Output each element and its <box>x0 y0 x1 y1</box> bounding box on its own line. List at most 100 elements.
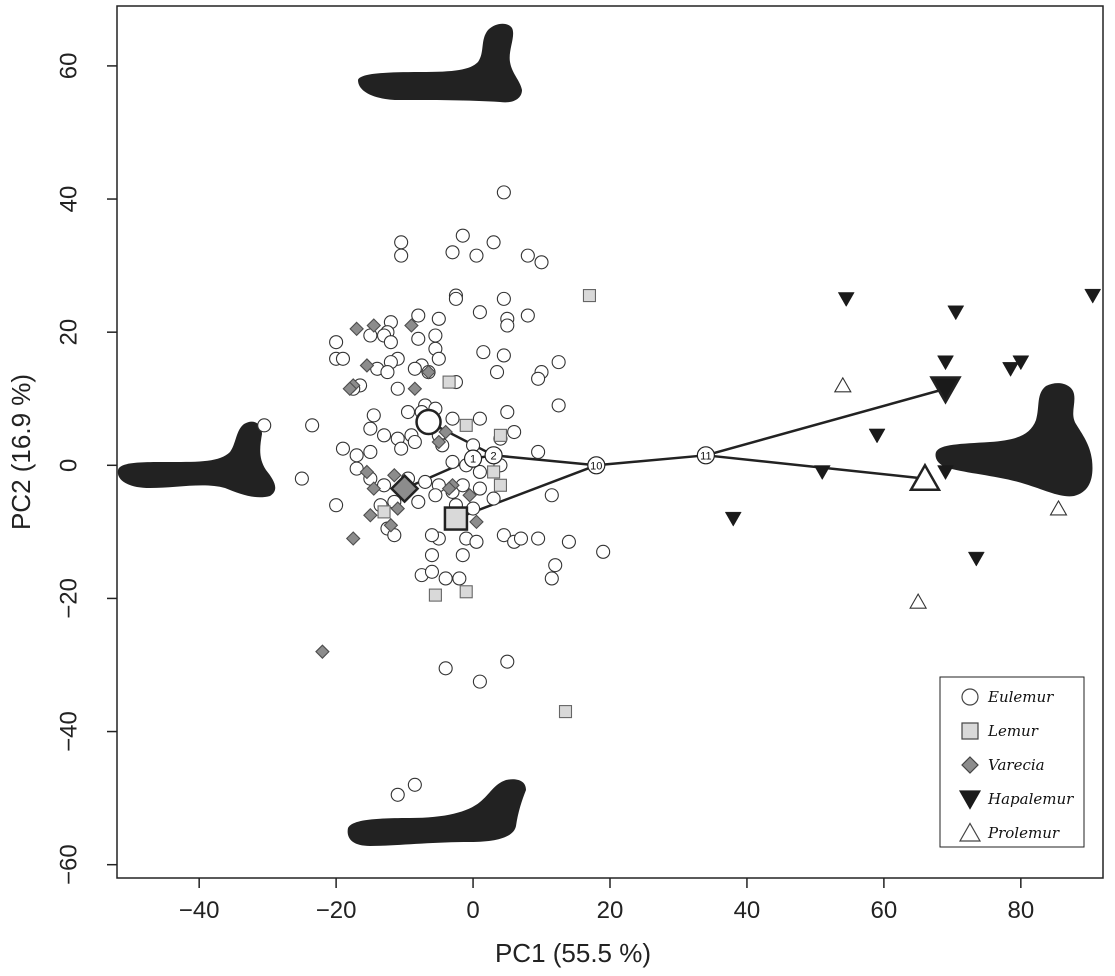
data-point-eulemur <box>424 564 440 579</box>
x-tick-label: −20 <box>316 897 357 924</box>
data-point-prolemur <box>1049 499 1068 516</box>
data-point-eulemur <box>438 661 453 676</box>
legend: Eulemur Lemur Varecia Hapalemur Prolemur <box>939 676 1085 848</box>
data-point-eulemur <box>428 488 443 503</box>
data-point-prolemur <box>909 593 928 609</box>
group-mean-varecia <box>389 473 420 504</box>
data-point-varecia <box>390 501 406 516</box>
data-point-eulemur <box>496 348 511 363</box>
data-point-varecia <box>441 481 457 496</box>
data-point-varecia <box>366 318 382 333</box>
data-point-eulemur <box>466 501 481 516</box>
y-axis-title: PC2 (16.9 %) <box>6 374 36 530</box>
data-point-eulemur <box>257 418 272 433</box>
data-point-eulemur <box>489 365 505 380</box>
data-point-varecia <box>462 487 477 503</box>
data-point-hapalemur <box>1084 288 1102 304</box>
x-tick-label: 40 <box>734 897 761 924</box>
data-point-eulemur <box>366 408 381 423</box>
shape-bottom <box>347 779 526 846</box>
data-point-eulemur <box>431 351 446 366</box>
data-point-eulemur <box>507 424 522 440</box>
data-point-eulemur <box>448 291 463 306</box>
data-point-eulemur <box>445 245 460 260</box>
data-point-eulemur <box>455 228 470 243</box>
data-point-eulemur <box>407 361 422 376</box>
data-point-eulemur <box>472 305 487 320</box>
data-point-eulemur <box>431 311 446 326</box>
data-point-hapalemur <box>967 551 985 567</box>
data-point-eulemur <box>520 248 535 263</box>
tree-node-label: 2 <box>491 450 497 462</box>
data-point-lemur <box>582 289 597 303</box>
data-point-eulemur <box>363 444 378 460</box>
series-hapalemur <box>724 288 1102 567</box>
data-point-varecia <box>387 468 402 483</box>
data-point-eulemur <box>411 308 426 323</box>
data-point-eulemur <box>383 335 398 350</box>
series-prolemur <box>833 376 1068 609</box>
data-point-eulemur <box>561 534 576 549</box>
y-tick-label: 20 <box>56 319 83 346</box>
data-point-varecia <box>342 381 358 397</box>
data-point-hapalemur <box>868 428 886 444</box>
x-tick-label: −40 <box>179 897 220 924</box>
data-point-eulemur <box>500 318 515 333</box>
data-point-eulemur <box>424 528 440 543</box>
group-means <box>389 376 962 531</box>
data-point-lemur <box>459 418 473 432</box>
series-varecia <box>315 318 484 659</box>
data-point-varecia <box>345 531 361 546</box>
data-point-eulemur <box>294 471 309 486</box>
x-tick-label: 20 <box>597 897 624 924</box>
data-point-varecia <box>438 424 453 440</box>
legend-marker-hapalemur <box>958 790 982 810</box>
data-point-eulemur <box>445 454 460 470</box>
shape-top <box>358 23 522 103</box>
data-point-eulemur <box>500 654 515 669</box>
data-point-varecia <box>359 464 375 480</box>
data-point-eulemur <box>376 428 392 443</box>
phylogeny-nodes: 1 2 10 11 <box>463 446 715 475</box>
data-point-lemur <box>493 478 507 492</box>
legend-box <box>939 676 1085 848</box>
data-point-eulemur <box>363 421 378 436</box>
data-point-eulemur <box>500 404 515 420</box>
data-point-varecia <box>383 517 399 533</box>
data-point-eulemur <box>472 674 487 689</box>
data-point-eulemur <box>486 235 501 250</box>
data-point-lemur <box>558 705 573 719</box>
data-point-eulemur <box>335 351 351 366</box>
group-mean-hapalemur <box>929 376 962 405</box>
y-axis: −60 −40 −20 0 20 40 60 <box>56 53 117 885</box>
x-axis: −40 −20 0 20 40 60 80 <box>179 878 1034 924</box>
data-point-eulemur <box>418 474 433 489</box>
data-point-varecia <box>349 321 364 337</box>
data-point-eulemur <box>531 371 546 386</box>
data-point-eulemur <box>452 571 467 586</box>
legend-label-prolemur: Prolemur <box>987 824 1060 842</box>
x-tick-label: 0 <box>466 897 479 924</box>
data-point-eulemur <box>472 481 487 496</box>
data-point-eulemur <box>445 411 460 426</box>
data-point-eulemur <box>472 411 487 426</box>
legend-marker-eulemur <box>961 688 979 706</box>
data-point-lemur <box>487 465 501 479</box>
data-point-lemur <box>377 505 391 519</box>
data-point-hapalemur <box>937 465 954 481</box>
legend-label-lemur: Lemur <box>987 722 1039 740</box>
data-point-eulemur <box>394 235 409 250</box>
data-point-lemur <box>459 585 473 599</box>
data-point-varecia <box>469 514 484 530</box>
legend-label-varecia: Varecia <box>988 756 1045 774</box>
data-point-varecia <box>363 507 378 523</box>
data-point-eulemur <box>544 571 559 586</box>
data-point-eulemur <box>411 494 426 509</box>
data-point-eulemur <box>407 777 422 792</box>
data-point-eulemur <box>551 355 566 370</box>
data-point-eulemur <box>411 331 426 346</box>
data-point-lemur <box>442 375 456 389</box>
data-point-eulemur <box>390 787 405 802</box>
data-point-eulemur <box>596 544 611 559</box>
